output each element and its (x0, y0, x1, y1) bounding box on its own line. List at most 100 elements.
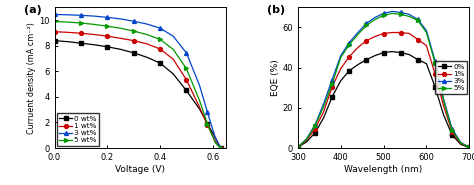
Y-axis label: Curruent density (mA cm⁻²): Curruent density (mA cm⁻²) (27, 22, 36, 134)
0% (329, 96, 335, 98)
1 wt% (170, 58, 176, 60)
3% (372, 16, 378, 18)
3% (364, 22, 369, 25)
1% (329, 86, 335, 88)
5% (295, 146, 301, 148)
5% (355, 33, 361, 36)
3% (338, 55, 344, 57)
3% (355, 31, 361, 34)
3% (321, 103, 327, 105)
0% (364, 58, 369, 61)
3% (381, 12, 386, 15)
0 wt% (212, 137, 218, 139)
1% (304, 139, 310, 142)
3% (432, 60, 438, 62)
0 wt% (118, 48, 123, 51)
1 wt% (183, 78, 189, 81)
Line: 1 wt%: 1 wt% (53, 30, 223, 150)
1 wt% (157, 48, 163, 50)
3% (304, 138, 310, 140)
0 wt% (197, 108, 202, 110)
3 wt% (91, 15, 97, 17)
1% (355, 46, 361, 49)
1% (338, 68, 344, 70)
3 wt% (170, 35, 176, 37)
3% (312, 124, 318, 126)
0 wt% (78, 42, 84, 44)
0 wt% (52, 40, 57, 42)
3 wt% (65, 14, 71, 16)
0% (312, 132, 318, 134)
1 wt% (104, 35, 110, 37)
0 wt% (218, 147, 223, 149)
0% (295, 146, 301, 148)
Line: 3%: 3% (296, 9, 471, 149)
5% (372, 18, 378, 21)
1 wt% (205, 124, 210, 126)
1% (432, 73, 438, 75)
0% (398, 51, 403, 54)
0 wt% (91, 44, 97, 46)
1% (424, 44, 429, 47)
1% (372, 35, 378, 38)
3% (458, 141, 464, 144)
0% (346, 70, 352, 72)
3 wt% (205, 111, 210, 113)
5 wt% (78, 22, 84, 24)
1% (466, 146, 472, 148)
0 wt% (131, 52, 137, 54)
Text: (b): (b) (267, 5, 285, 15)
0 wt% (144, 56, 150, 58)
3% (441, 98, 447, 100)
3 wt% (212, 137, 218, 139)
1 wt% (91, 33, 97, 36)
0% (338, 80, 344, 82)
X-axis label: Wavelength (nm): Wavelength (nm) (345, 165, 423, 174)
0 wt% (205, 123, 210, 125)
5% (424, 31, 429, 34)
5% (406, 15, 412, 18)
3% (424, 29, 429, 32)
3 wt% (218, 147, 223, 149)
0% (321, 117, 327, 119)
Line: 0 wt%: 0 wt% (53, 39, 223, 150)
5 wt% (131, 30, 137, 32)
3 wt% (157, 27, 163, 29)
5% (329, 83, 335, 85)
0% (381, 51, 386, 54)
1 wt% (78, 32, 84, 34)
1 wt% (144, 43, 150, 45)
5 wt% (52, 20, 57, 23)
5 wt% (218, 147, 223, 149)
5 wt% (91, 23, 97, 26)
3 wt% (52, 13, 57, 16)
3% (415, 18, 421, 21)
0% (449, 134, 455, 136)
1% (381, 32, 386, 35)
3 wt% (104, 16, 110, 18)
Line: 0%: 0% (296, 50, 471, 149)
Line: 5%: 5% (296, 11, 471, 149)
5% (304, 138, 310, 141)
1 wt% (131, 40, 137, 42)
5 wt% (205, 123, 210, 125)
3% (329, 79, 335, 81)
5% (381, 14, 386, 16)
1 wt% (212, 140, 218, 143)
5 wt% (144, 33, 150, 36)
1% (364, 39, 369, 42)
1 wt% (118, 37, 123, 39)
5% (432, 62, 438, 64)
5% (321, 106, 327, 108)
3 wt% (78, 14, 84, 16)
1% (389, 31, 395, 34)
3% (295, 146, 301, 148)
1% (346, 56, 352, 58)
1% (449, 131, 455, 133)
1% (321, 111, 327, 113)
0 wt% (157, 62, 163, 64)
5% (346, 43, 352, 46)
1% (406, 32, 412, 35)
1% (441, 105, 447, 107)
5 wt% (118, 27, 123, 29)
